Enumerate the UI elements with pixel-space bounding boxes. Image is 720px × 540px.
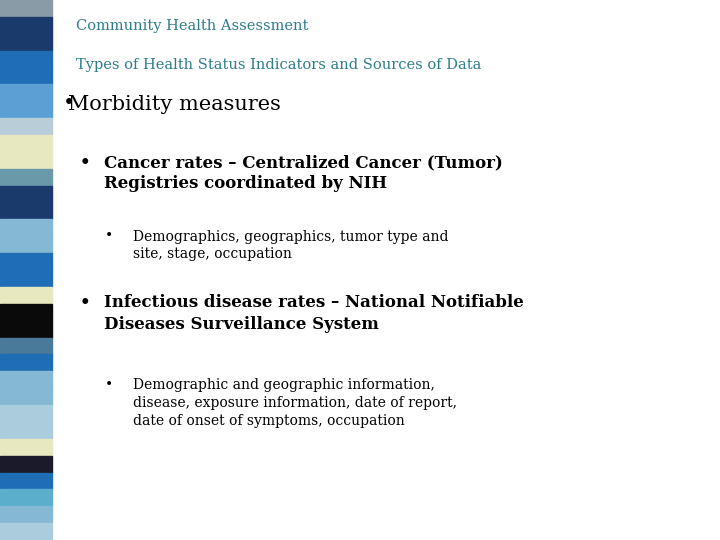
Bar	[0, 270, 52, 287]
Bar	[0, 472, 52, 489]
Bar	[0, 102, 52, 118]
Bar	[0, 168, 52, 186]
Bar	[0, 507, 52, 523]
Bar	[0, 354, 52, 372]
Bar	[0, 456, 52, 472]
Bar	[0, 253, 52, 270]
Bar	[0, 68, 52, 84]
Text: Morbidity measures: Morbidity measures	[68, 94, 282, 113]
Bar	[0, 135, 52, 152]
Bar	[0, 186, 52, 202]
Bar	[0, 321, 52, 338]
Text: •: •	[79, 154, 90, 171]
Bar	[0, 84, 52, 102]
Bar	[0, 33, 52, 51]
Text: Types of Health Status Indicators and Sources of Data: Types of Health Status Indicators and So…	[76, 58, 481, 72]
Bar	[0, 438, 52, 456]
Bar	[0, 118, 52, 135]
Text: •: •	[104, 378, 112, 392]
Text: •: •	[63, 94, 75, 113]
Bar	[0, 388, 52, 405]
Text: •: •	[104, 230, 112, 244]
Text: Infectious disease rates – National Notifiable
Diseases Surveillance System: Infectious disease rates – National Noti…	[104, 294, 524, 333]
Bar	[0, 405, 52, 422]
Bar	[0, 152, 52, 168]
Bar	[0, 202, 52, 219]
Bar	[0, 303, 52, 321]
Text: Demographic and geographic information,
disease, exposure information, date of r: Demographic and geographic information, …	[133, 378, 457, 428]
Text: Demographics, geographics, tumor type and
site, stage, occupation: Demographics, geographics, tumor type an…	[133, 230, 449, 261]
Bar	[0, 523, 52, 540]
Bar	[0, 237, 52, 253]
Bar	[0, 338, 52, 354]
Bar	[0, 372, 52, 388]
Bar	[0, 422, 52, 438]
Bar	[0, 17, 52, 33]
Text: Cancer rates – Centralized Cancer (Tumor)
Registries coordinated by NIH: Cancer rates – Centralized Cancer (Tumor…	[104, 154, 503, 192]
Bar	[0, 219, 52, 237]
Bar	[0, 0, 52, 17]
Bar	[0, 287, 52, 303]
Text: •: •	[79, 294, 90, 311]
Bar	[0, 51, 52, 68]
Bar	[0, 489, 52, 507]
Text: Community Health Assessment: Community Health Assessment	[76, 19, 308, 33]
